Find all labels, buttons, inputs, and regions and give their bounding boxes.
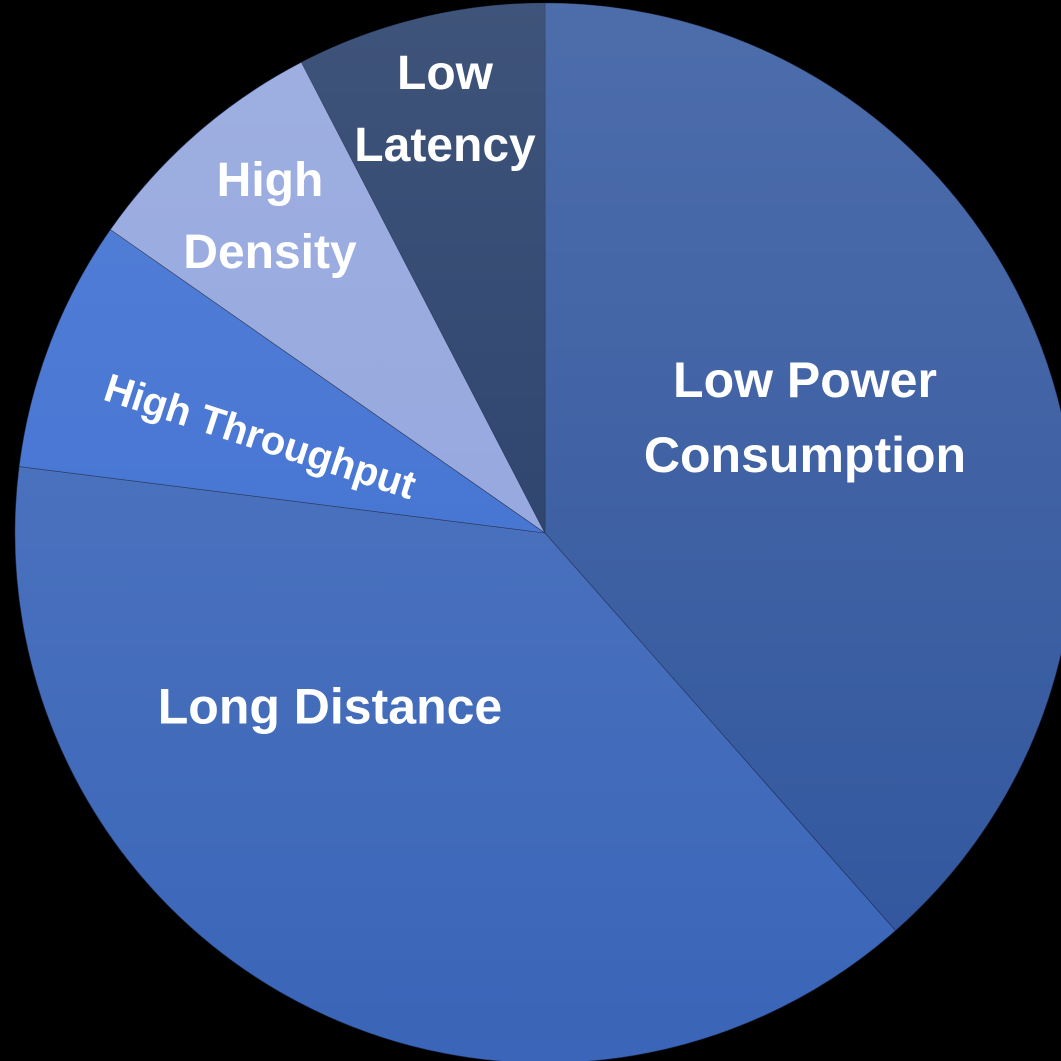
slice-label: Low Power Consumption bbox=[643, 352, 967, 483]
slice-label: Long Distance bbox=[157, 678, 503, 735]
slice-label: High Density bbox=[183, 154, 357, 279]
slice-label: Low Latency bbox=[354, 47, 536, 172]
